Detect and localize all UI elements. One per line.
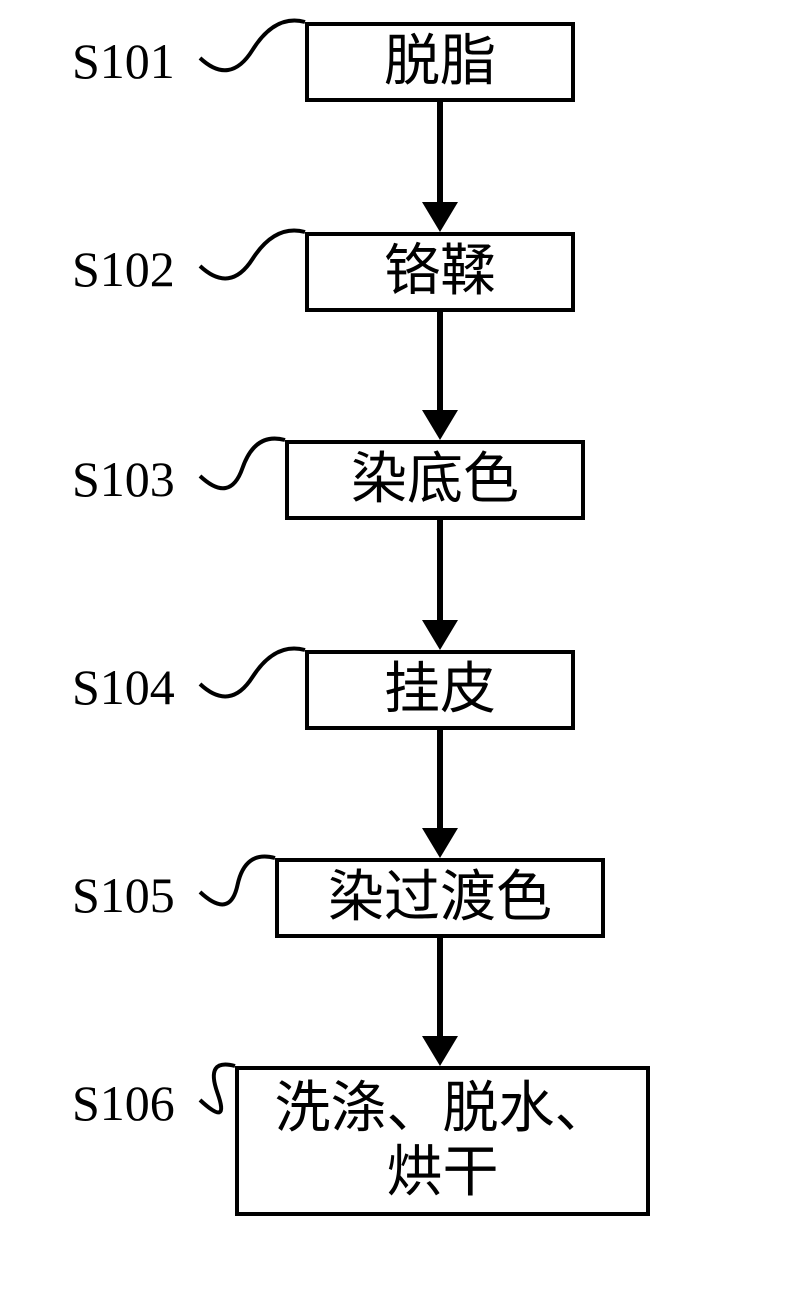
arrow-head-icon — [422, 410, 458, 440]
arrow-line-4 — [437, 938, 443, 1036]
arrow-line-0 — [437, 102, 443, 202]
arrow-head-icon — [422, 1036, 458, 1066]
flowchart-container: S101脱脂S102铬鞣S103染底色S104挂皮S105染过渡色S106洗涤、… — [0, 0, 800, 1289]
arrow-line-3 — [437, 730, 443, 828]
arrow-head-icon — [422, 620, 458, 650]
arrow-head-icon — [422, 202, 458, 232]
arrow-head-icon — [422, 828, 458, 858]
step-text: 洗涤、脱水、 烘干 — [275, 1077, 611, 1206]
step-box-s106: 洗涤、脱水、 烘干 — [235, 1066, 650, 1216]
arrow-line-2 — [437, 520, 443, 620]
arrow-line-1 — [437, 312, 443, 410]
